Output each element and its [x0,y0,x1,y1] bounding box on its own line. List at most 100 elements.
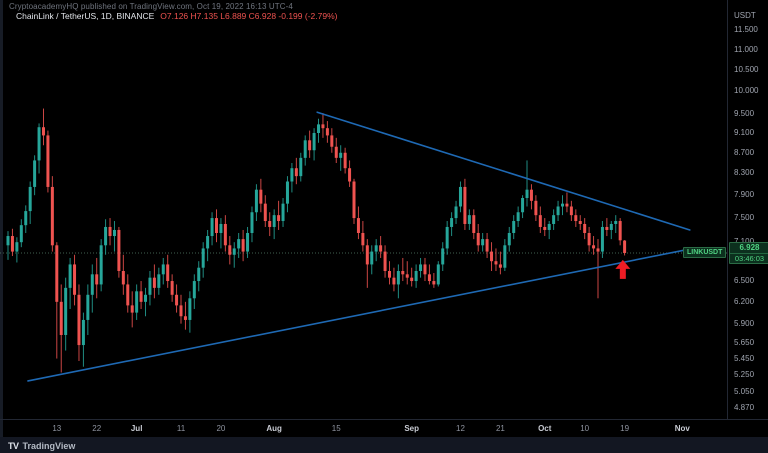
ohlc-values: O7.126 H7.135 L6.889 C6.928 -0.199 (-2.7… [160,11,338,21]
candle-body [352,181,356,219]
candle-body [237,239,241,249]
ascending-support-trendline[interactable] [27,248,691,382]
candle [472,209,476,240]
candle [55,242,59,359]
countdown-timer: 03:46:03 [730,253,768,263]
candle-body [476,232,480,246]
candle-body [232,248,236,255]
candle [95,257,99,299]
candle-body [427,274,431,282]
price-tick-label: 9.500 [734,109,755,119]
candle [15,237,19,263]
candle [68,257,72,309]
candle-body [104,226,108,246]
candle-body [77,294,81,346]
symbol-status-row: ChainLink / TetherUS, 1D, BINANCE O7.126 … [16,11,337,21]
candle [277,200,281,230]
candle-body [144,294,148,302]
candle [166,254,170,288]
candle [254,184,258,222]
price-axis[interactable]: USDT 6.928 03:46:03 11.500 11.000 10.500 10… [727,0,768,419]
tradingview-logo-icon: TV [8,441,19,451]
candle [330,128,334,153]
candle-body [379,245,383,252]
candle [587,226,591,252]
candle [507,226,511,252]
candle [414,264,418,288]
time-tick-day: 12 [456,424,465,433]
publish-watermark: CryptoacademyHQ published on TradingView… [9,2,293,11]
candle-body [370,251,374,265]
candle [19,219,23,248]
time-axis[interactable]: 13 22 Jul 11 20 Aug 15 Sep 12 21 Oct 10 19 Nov [0,419,768,438]
price-tick-label: 4.870 [734,403,755,413]
candle [476,223,480,252]
candle-body [383,251,387,272]
candle-body [64,287,68,335]
up-arrow-head [615,259,631,269]
tradingview-logo[interactable]: TV TradingView [8,437,75,453]
candle-body [24,211,28,226]
candle [77,284,81,361]
candle [294,157,298,185]
candle [556,200,560,222]
candle-body [161,264,165,275]
candlestick-chart[interactable] [0,0,727,419]
candle [73,254,77,306]
candle-body [587,232,591,246]
candle [214,209,218,243]
time-tick-day: 21 [495,424,505,433]
candle [259,178,263,213]
candle-body [361,232,365,246]
time-tick-month: Jul [130,424,143,433]
candle-body [618,221,622,241]
candle [401,257,405,282]
candle [623,240,627,256]
candle-body [419,264,423,272]
candle-body [507,232,511,246]
candle-body [538,215,542,227]
candle-body [206,236,210,249]
candle-body [50,186,54,246]
descending-resistance-trendline[interactable] [316,111,691,231]
candle-body [365,245,369,265]
candle-body [135,291,139,313]
candle-body [197,267,201,282]
candle-body [81,319,85,346]
candle-body [614,221,618,224]
candle-body [521,198,525,213]
price-axis-unit: USDT [734,11,756,20]
candle-body [210,218,214,237]
candle-body [152,277,156,288]
candle [396,264,400,299]
candle [463,178,467,230]
candle-body [596,248,600,252]
candle [600,221,604,258]
symbol-price-flag[interactable]: LINKUSDT [683,247,727,259]
candle-body [228,245,232,255]
candle-body [348,168,352,182]
candle [592,236,596,255]
candle-body [592,245,596,249]
candle-body [15,242,19,252]
candle-body [317,124,321,133]
candle [175,284,179,313]
candle [86,284,90,335]
candle-body [157,274,161,288]
candle-body [121,271,125,285]
candle-body [330,135,334,147]
up-arrow-drawing[interactable] [615,259,631,279]
candle-body [490,251,494,262]
candle [246,226,250,258]
candle [569,200,573,222]
candle [139,281,143,309]
candle-body [445,226,449,249]
candle-body [272,215,276,227]
candle [578,215,582,230]
candle-body [214,218,218,233]
candle-body [481,239,485,246]
candle-body [312,132,316,151]
candle [41,108,45,146]
candle [490,242,494,272]
candle-body [299,157,303,177]
